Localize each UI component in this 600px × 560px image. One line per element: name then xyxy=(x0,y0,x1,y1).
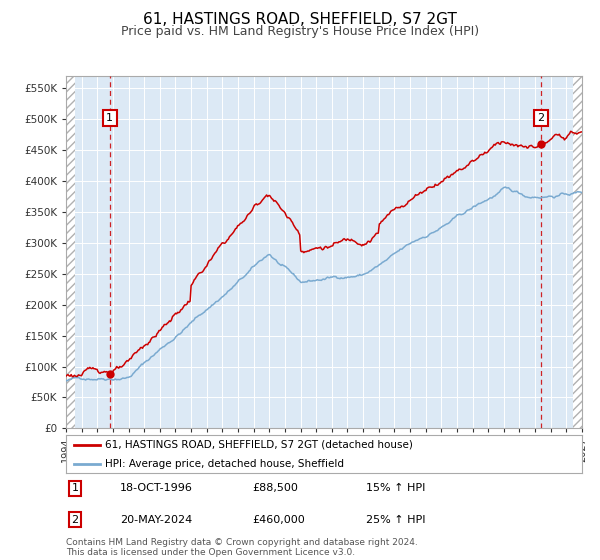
Text: 15% ↑ HPI: 15% ↑ HPI xyxy=(366,483,425,493)
Text: HPI: Average price, detached house, Sheffield: HPI: Average price, detached house, Shef… xyxy=(104,459,344,469)
Text: 2: 2 xyxy=(71,515,79,525)
Text: 25% ↑ HPI: 25% ↑ HPI xyxy=(366,515,425,525)
Text: 18-OCT-1996: 18-OCT-1996 xyxy=(120,483,193,493)
Text: Contains HM Land Registry data © Crown copyright and database right 2024.
This d: Contains HM Land Registry data © Crown c… xyxy=(66,538,418,557)
Text: 2: 2 xyxy=(538,113,545,123)
Bar xyxy=(572,76,588,428)
Text: 61, HASTINGS ROAD, SHEFFIELD, S7 2GT: 61, HASTINGS ROAD, SHEFFIELD, S7 2GT xyxy=(143,12,457,27)
Text: 20-MAY-2024: 20-MAY-2024 xyxy=(120,515,192,525)
Text: Price paid vs. HM Land Registry's House Price Index (HPI): Price paid vs. HM Land Registry's House … xyxy=(121,25,479,38)
Text: 1: 1 xyxy=(71,483,79,493)
Bar xyxy=(66,76,76,428)
Text: 61, HASTINGS ROAD, SHEFFIELD, S7 2GT (detached house): 61, HASTINGS ROAD, SHEFFIELD, S7 2GT (de… xyxy=(104,440,413,450)
Text: 1: 1 xyxy=(106,113,113,123)
Text: £460,000: £460,000 xyxy=(252,515,305,525)
Text: £88,500: £88,500 xyxy=(252,483,298,493)
